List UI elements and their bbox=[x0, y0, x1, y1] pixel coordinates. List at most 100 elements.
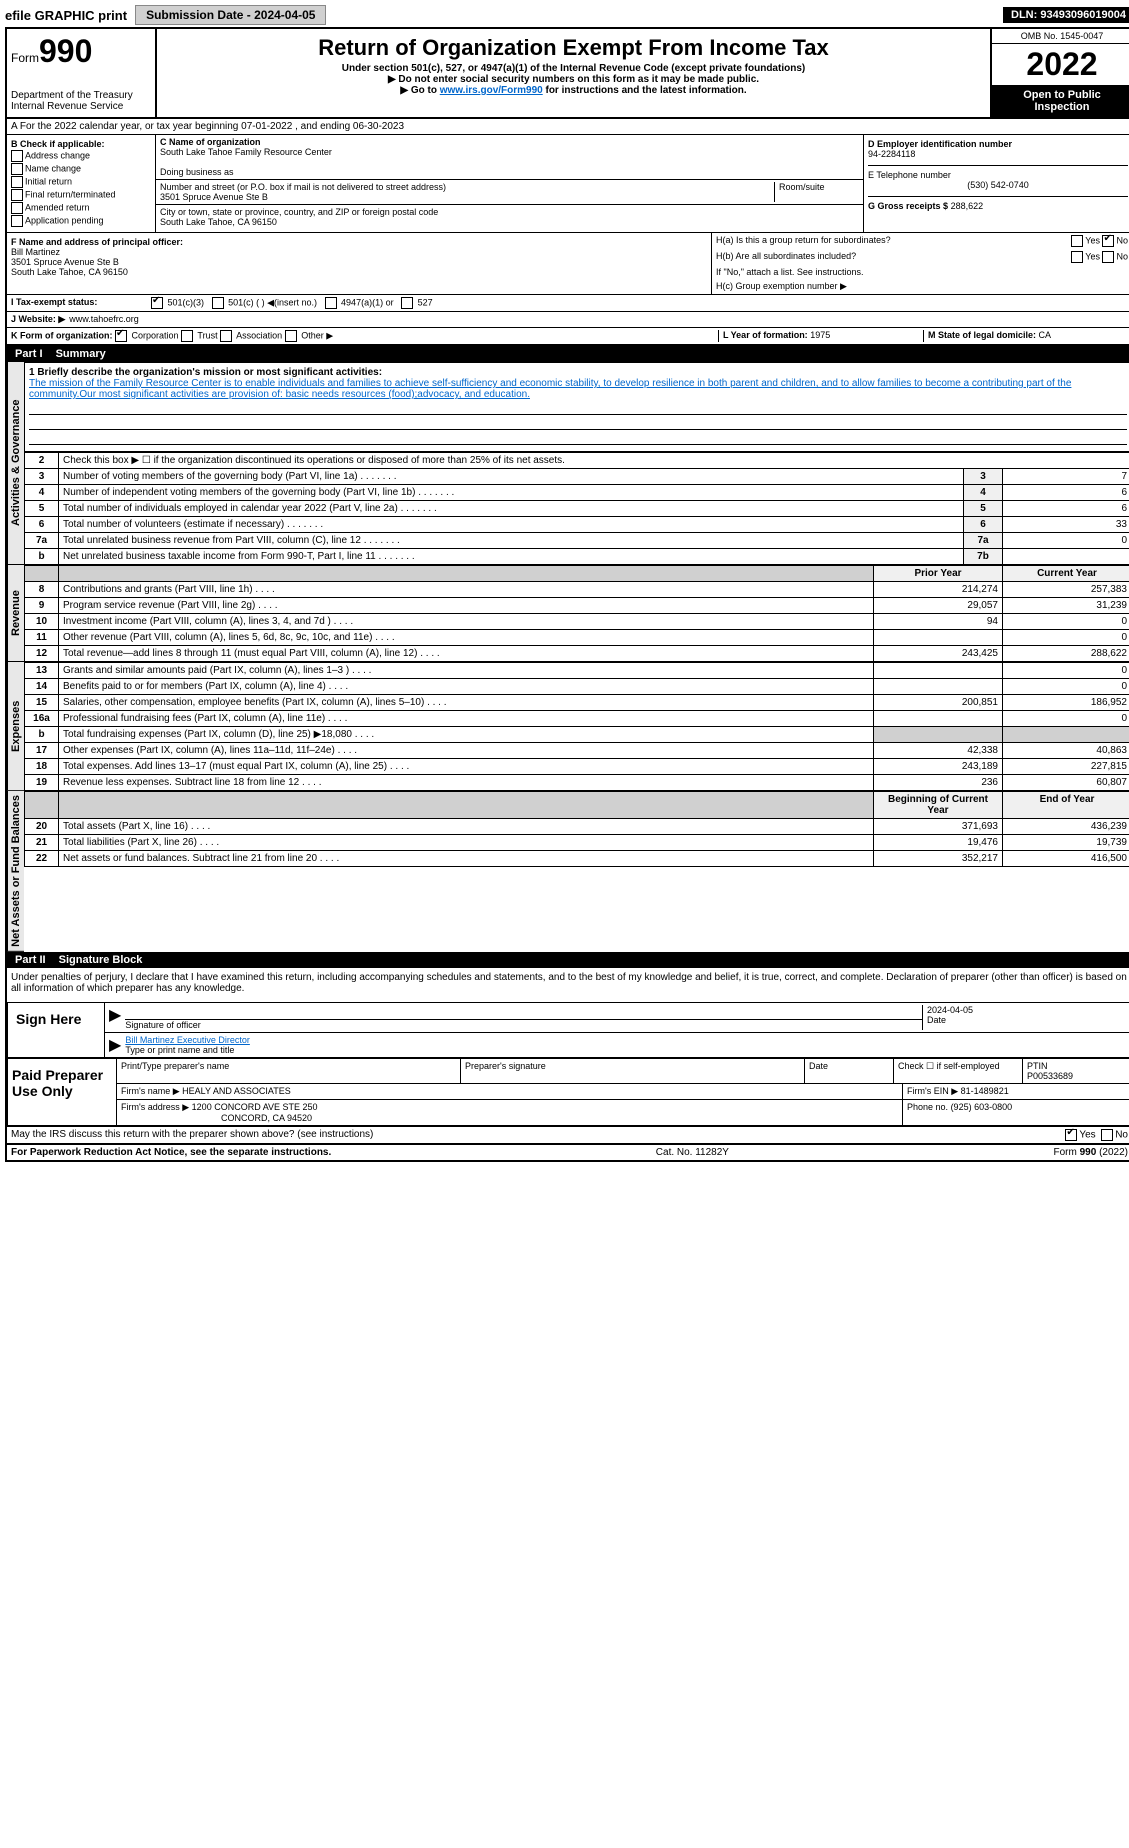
ptin-label: PTIN bbox=[1027, 1061, 1048, 1071]
phone-row: E Telephone number (530) 542-0740 bbox=[868, 170, 1128, 197]
line2-num: 2 bbox=[25, 453, 59, 469]
table-row: 13Grants and similar amounts paid (Part … bbox=[25, 663, 1129, 679]
discuss-row: May the IRS discuss this return with the… bbox=[7, 1126, 1129, 1145]
governance-content: 1 Briefly describe the organization's mi… bbox=[24, 362, 1129, 565]
subtitle3-pre: ▶ Go to bbox=[400, 85, 439, 96]
ptin-value: P00533689 bbox=[1027, 1071, 1073, 1081]
part2-header: Part II Signature Block bbox=[7, 952, 1129, 968]
paperwork-notice: For Paperwork Reduction Act Notice, see … bbox=[11, 1147, 331, 1158]
side-expenses: Expenses bbox=[7, 662, 24, 791]
hb-note-row: If "No," attach a list. See instructions… bbox=[712, 265, 1129, 279]
expenses-content: 13Grants and similar amounts paid (Part … bbox=[24, 662, 1129, 791]
begin-year-header: Beginning of Current Year bbox=[874, 792, 1003, 819]
section-deg: D Employer identification number 94-2284… bbox=[864, 135, 1129, 232]
top-bar: efile GRAPHIC print Submission Date - 20… bbox=[5, 5, 1129, 25]
sig-name-cell: Bill Martinez Executive Director Type or… bbox=[125, 1035, 1127, 1055]
revenue-header-row: Prior Year Current Year bbox=[25, 566, 1129, 582]
form-container: Form990 Department of the Treasury Inter… bbox=[5, 27, 1129, 1162]
room-label: Room/suite bbox=[774, 182, 859, 202]
netassets-header-row: Beginning of Current Year End of Year bbox=[25, 792, 1129, 819]
table-row: 21Total liabilities (Part X, line 26) . … bbox=[25, 835, 1129, 851]
row-klm: K Form of organization: Corporation Trus… bbox=[7, 328, 1129, 346]
table-row: 8Contributions and grants (Part VIII, li… bbox=[25, 582, 1129, 598]
prep-row2: Firm's name ▶ HEALY AND ASSOCIATES Firm'… bbox=[117, 1084, 1129, 1100]
table-row: 17Other expenses (Part IX, column (A), l… bbox=[25, 743, 1129, 759]
section-h: H(a) Is this a group return for subordin… bbox=[712, 233, 1129, 294]
irs-link[interactable]: www.irs.gov/Form990 bbox=[440, 85, 543, 96]
year-formation: 1975 bbox=[810, 330, 830, 340]
cat-number: Cat. No. 11282Y bbox=[656, 1147, 729, 1158]
check-amended-return[interactable]: Amended return bbox=[11, 202, 151, 214]
prior-year-header: Prior Year bbox=[874, 566, 1003, 582]
firm-ein: 81-1489821 bbox=[961, 1086, 1009, 1096]
sig-officer-name: Bill Martinez Executive Director bbox=[125, 1035, 1127, 1045]
dln-label: DLN: 93493096019004 bbox=[1003, 7, 1129, 23]
officer-addr1: 3501 Spruce Avenue Ste B bbox=[11, 257, 707, 267]
discuss-yesno: Yes No bbox=[1065, 1129, 1128, 1141]
addr-label: Number and street (or P.O. box if mail i… bbox=[160, 182, 774, 192]
website-value: www.tahoefrc.org bbox=[69, 314, 139, 325]
submission-date-button[interactable]: Submission Date - 2024-04-05 bbox=[135, 5, 326, 25]
table-row: 4Number of independent voting members of… bbox=[25, 485, 1129, 501]
side-revenue: Revenue bbox=[7, 565, 24, 662]
check-final-return[interactable]: Final return/terminated bbox=[11, 189, 151, 201]
city-label: City or town, state or province, country… bbox=[160, 207, 859, 217]
prep-sig-label: Preparer's signature bbox=[461, 1059, 805, 1083]
ha-label: H(a) Is this a group return for subordin… bbox=[716, 235, 891, 247]
row-a: A For the 2022 calendar year, or tax yea… bbox=[7, 119, 1129, 135]
arrow-icon: ▶ bbox=[109, 1005, 125, 1030]
table-row: 5Total number of individuals employed in… bbox=[25, 501, 1129, 517]
section-c: C Name of organization South Lake Tahoe … bbox=[156, 135, 864, 232]
ein-row: D Employer identification number 94-2284… bbox=[868, 139, 1128, 166]
section-bcde: B Check if applicable: Address change Na… bbox=[7, 135, 1129, 233]
section-b-title: B Check if applicable: bbox=[11, 139, 151, 149]
revenue-content: Prior Year Current Year 8Contributions a… bbox=[24, 565, 1129, 662]
form-number-990: 990 bbox=[39, 33, 92, 69]
org-city: South Lake Tahoe, CA 96150 bbox=[160, 217, 859, 227]
section-f: F Name and address of principal officer:… bbox=[7, 233, 712, 294]
row-k-inner: K Form of organization: Corporation Trus… bbox=[11, 330, 718, 342]
row-m: M State of legal domicile: CA bbox=[923, 330, 1128, 342]
efile-label: efile GRAPHIC print bbox=[5, 8, 127, 23]
table-row: 3Number of voting members of the governi… bbox=[25, 469, 1129, 485]
tax-year: 2022 bbox=[992, 44, 1129, 85]
table-row: 11Other revenue (Part VIII, column (A), … bbox=[25, 630, 1129, 646]
row-l: L Year of formation: 1975 bbox=[718, 330, 923, 342]
irs-label: Internal Revenue Service bbox=[11, 101, 151, 112]
row-j: J Website: ▶ www.tahoefrc.org bbox=[7, 312, 1129, 328]
formorg-label: K Form of organization: bbox=[11, 330, 113, 340]
check-address-change[interactable]: Address change bbox=[11, 150, 151, 162]
arrow-icon: ▶ bbox=[109, 1035, 125, 1055]
discuss-label: May the IRS discuss this return with the… bbox=[11, 1129, 373, 1141]
check-application-pending[interactable]: Application pending bbox=[11, 215, 151, 227]
opt-assoc: Association bbox=[236, 330, 282, 340]
netassets-content: Beginning of Current Year End of Year 20… bbox=[24, 791, 1129, 952]
subtitle3: ▶ Go to www.irs.gov/Form990 for instruct… bbox=[161, 85, 986, 96]
hb-row: H(b) Are all subordinates included? Yes … bbox=[712, 249, 1129, 265]
sig-date-cell: 2024-04-05 Date bbox=[922, 1005, 1127, 1030]
firm-addr2: CONCORD, CA 94520 bbox=[221, 1113, 312, 1123]
table-row: 18Total expenses. Add lines 13–17 (must … bbox=[25, 759, 1129, 775]
gross-label: G Gross receipts $ bbox=[868, 201, 948, 211]
header-left: Form990 Department of the Treasury Inter… bbox=[7, 29, 157, 117]
dba-label: Doing business as bbox=[160, 167, 859, 177]
check-name-change[interactable]: Name change bbox=[11, 163, 151, 175]
preparer-right: Print/Type preparer's name Preparer's si… bbox=[117, 1059, 1129, 1125]
sig-name-row: ▶ Bill Martinez Executive Director Type … bbox=[105, 1033, 1129, 1057]
addr-row: Number and street (or P.O. box if mail i… bbox=[156, 180, 863, 205]
form-title: Return of Organization Exempt From Incom… bbox=[161, 35, 986, 61]
ein-label: D Employer identification number bbox=[868, 139, 1128, 149]
table-row: 16aProfessional fundraising fees (Part I… bbox=[25, 711, 1129, 727]
opt-corp: Corporation bbox=[132, 330, 179, 340]
sign-here-label: Sign Here bbox=[8, 1003, 105, 1057]
firm-name: HEALY AND ASSOCIATES bbox=[182, 1086, 291, 1096]
preparer-label: Paid Preparer Use Only bbox=[8, 1059, 117, 1125]
sig-officer-label: Signature of officer bbox=[125, 1020, 922, 1030]
table-row: bNet unrelated business taxable income f… bbox=[25, 549, 1129, 565]
sig-officer-row: ▶ Signature of officer 2024-04-05 Date bbox=[105, 1003, 1129, 1033]
org-name: South Lake Tahoe Family Resource Center bbox=[160, 147, 859, 157]
inspection-label: Open to Public Inspection bbox=[992, 85, 1129, 117]
table-row: 22Net assets or fund balances. Subtract … bbox=[25, 851, 1129, 867]
check-initial-return[interactable]: Initial return bbox=[11, 176, 151, 188]
gross-value: 288,622 bbox=[951, 201, 984, 211]
